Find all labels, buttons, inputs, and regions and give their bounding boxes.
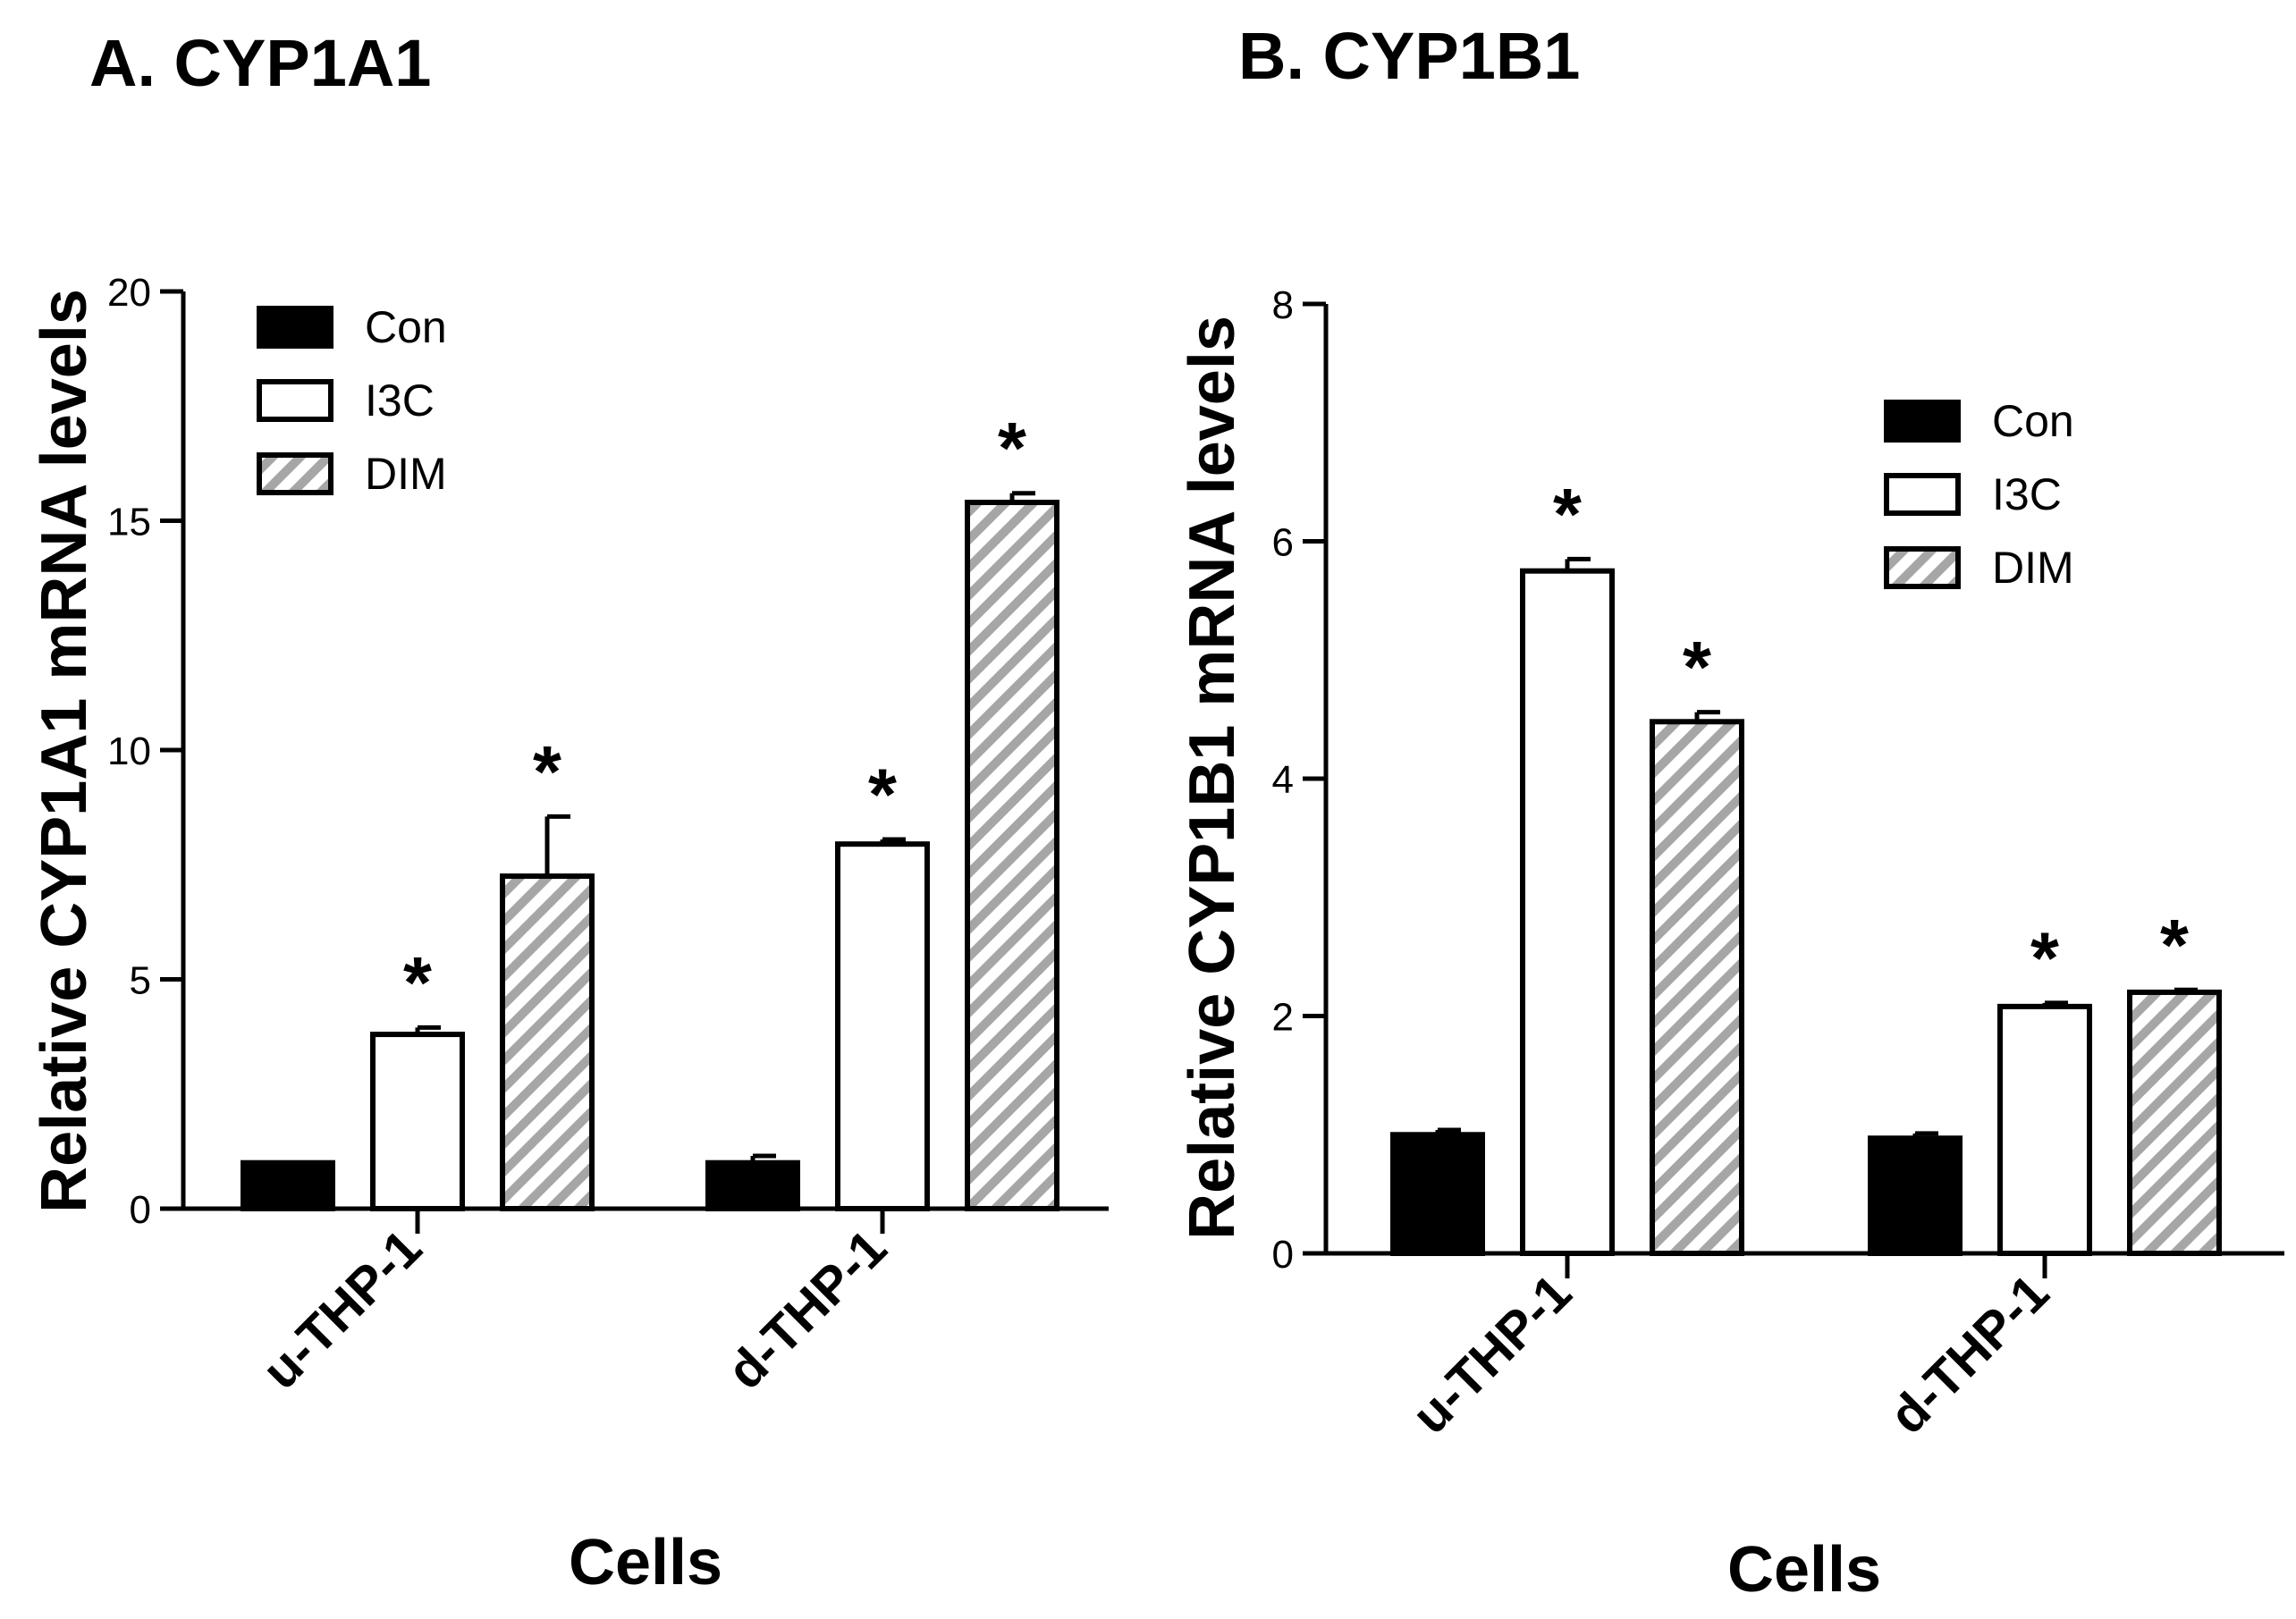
legend-label: Con	[365, 302, 447, 352]
y-axis-label: Relative CYP1A1 mRNA levels	[29, 289, 100, 1213]
legend-swatch-con	[1884, 400, 1961, 443]
y-tick-label: 15	[107, 501, 151, 544]
bar-i3c	[370, 1032, 465, 1212]
x-tick-label: u-THP-1	[251, 1218, 433, 1400]
bar-i3c	[1520, 568, 1615, 1256]
panel-a-cyp1a1: A. CYP1A1 0 5 10 15 20 * * u-THP-1 * * d-THP-1 Rela…	[29, 26, 1109, 1598]
legend-swatch-dim	[257, 452, 333, 495]
bar-dim	[1650, 719, 1744, 1256]
x-axis-label: Cells	[569, 1527, 722, 1598]
y-tick-label: 10	[107, 729, 151, 773]
y-tick-label: 2	[1272, 996, 1294, 1040]
bar-dim	[500, 873, 595, 1211]
significance-star: *	[1683, 628, 1711, 709]
significance-star: *	[533, 731, 561, 813]
significance-star: *	[403, 942, 432, 1024]
panel-title: B. CYP1B1	[1238, 19, 1580, 93]
panel-b-cyp1b1: B. CYP1B1 0 2 4 6 8 * * u-THP-1 * * d-THP-1 Relativ…	[1177, 19, 2284, 1606]
bar-i3c	[835, 841, 930, 1211]
legend-label: DIM	[1992, 543, 2074, 593]
legend-swatch-dim	[1884, 546, 1961, 589]
y-tick-label: 20	[107, 271, 151, 315]
significance-star: *	[2160, 905, 2189, 986]
bar-dim	[965, 499, 1059, 1211]
bar-con	[1868, 1135, 1963, 1257]
y-tick-label: 4	[1272, 758, 1294, 802]
legend-label: I3C	[365, 375, 435, 426]
plot-area: 0 5 10 15 20 * * u-THP-1 * * d-THP-1 Relative CYP1A…	[29, 271, 1109, 1598]
x-tick-label: d-THP-1	[716, 1218, 898, 1400]
legend: Con I3C DIM	[257, 302, 447, 499]
y-tick-label: 0	[130, 1188, 151, 1232]
bar-con	[241, 1159, 335, 1211]
legend-swatch-i3c	[1884, 473, 1961, 516]
x-tick-label: u-THP-1	[1401, 1263, 1583, 1445]
significance-star: *	[868, 755, 897, 836]
y-tick-label: 5	[130, 959, 151, 1003]
y-axis-label: Relative CYP1B1 mRNA levels	[1177, 316, 1248, 1240]
bar-con	[1390, 1132, 1485, 1256]
bar-dim	[2127, 989, 2222, 1256]
legend-label: DIM	[365, 449, 447, 499]
bar-con	[705, 1159, 800, 1211]
y-tick-label: 8	[1272, 283, 1294, 327]
legend: Con I3C DIM	[1884, 396, 2074, 593]
legend-label: I3C	[1992, 469, 2062, 519]
panel-title: A. CYP1A1	[89, 26, 431, 100]
y-tick-label: 6	[1272, 521, 1294, 565]
significance-star: *	[2030, 918, 2059, 999]
x-tick-label: d-THP-1	[1878, 1263, 2060, 1445]
significance-star: *	[998, 409, 1026, 490]
significance-star: *	[1553, 474, 1582, 555]
y-tick-label: 0	[1272, 1233, 1294, 1277]
legend-swatch-i3c	[257, 379, 333, 422]
bar-i3c	[1997, 1003, 2092, 1256]
plot-area: 0 2 4 6 8 * * u-THP-1 * * d-THP-1 Relative CYP1B1 m…	[1177, 283, 2284, 1606]
x-axis-label: Cells	[1727, 1534, 1881, 1606]
legend-swatch-con	[257, 306, 333, 349]
legend-label: Con	[1992, 396, 2074, 446]
